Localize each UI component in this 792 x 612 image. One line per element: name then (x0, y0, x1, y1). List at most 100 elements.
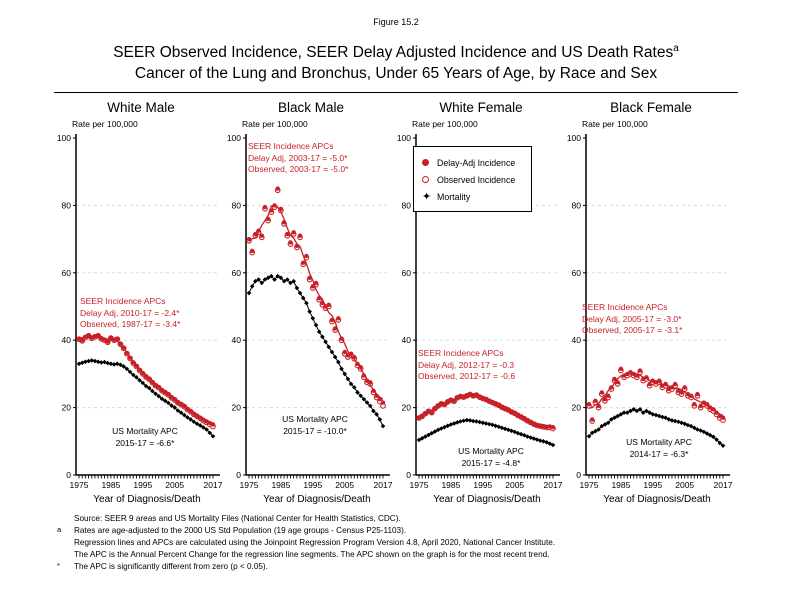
svg-text:1975: 1975 (580, 480, 599, 490)
title-divider (54, 92, 738, 94)
y-axis-title: Rate per 100,000 (412, 119, 478, 130)
svg-text:100: 100 (397, 133, 411, 143)
plot-area: 0 20 40 60 80 100 1975 1985 1995 2005 2017 Delay-A… (396, 130, 566, 494)
svg-text:100: 100 (57, 133, 71, 143)
svg-text:2017: 2017 (544, 480, 563, 490)
chart-panels: White Male Rate per 100,000 0 20 40 60 80 100… (56, 100, 792, 505)
svg-text:60: 60 (402, 268, 412, 278)
legend-label: Delay-Adj Incidence (437, 157, 516, 168)
svg-text:1975: 1975 (240, 480, 259, 490)
svg-text:20: 20 (572, 403, 582, 413)
panel-title: Black Male (277, 100, 345, 116)
svg-text:2017: 2017 (714, 480, 733, 490)
svg-text:1995: 1995 (643, 480, 662, 490)
y-axis-title: Rate per 100,000 (242, 119, 308, 130)
svg-text:2005: 2005 (505, 480, 524, 490)
incidence-apc-annotation: SEER Incidence APCs Delay Adj, 2010-17 =… (80, 296, 181, 330)
x-axis-title: Year of Diagnosis/Death (263, 494, 371, 506)
svg-text:1995: 1995 (473, 480, 492, 490)
mortality-apc-annotation: US Mortality APC 2015-17 = -10.0* (282, 414, 348, 436)
delay-adj-incidence-marker-icon (422, 159, 434, 167)
svg-text:1995: 1995 (303, 480, 322, 490)
svg-text:0: 0 (66, 470, 71, 480)
title-footnote-marker: a (673, 43, 679, 54)
plot-area: 0 20 40 60 80 100 1975 1985 1995 2005 2017 SEER In… (56, 130, 226, 494)
figure-title: SEER Observed Incidence, SEER Delay Adju… (0, 38, 792, 84)
figure-number: Figure 15.2 (373, 17, 419, 27)
footnotes: Source: SEER 9 areas and US Mortality Fi… (57, 513, 792, 573)
mortality-marker-icon: ✦ (422, 190, 432, 203)
svg-text:80: 80 (572, 201, 582, 211)
chart-canvas: 0 20 40 60 80 100 1975 1985 1995 2005 2017 (227, 133, 393, 490)
panel-title: White Male (107, 100, 175, 116)
incidence-apc-annotation: SEER Incidence APCs Delay Adj, 2003-17 =… (248, 141, 349, 175)
svg-text:100: 100 (567, 133, 581, 143)
svg-text:1985: 1985 (441, 480, 460, 490)
footnote-significance: * The APC is significantly different fro… (57, 561, 268, 572)
svg-text:1975: 1975 (410, 480, 429, 490)
legend-item-mortality: ✦ Mortality (422, 188, 525, 205)
plot-area: 0 20 40 60 80 100 1975 1985 1995 2005 2017 SEER In… (226, 130, 396, 494)
figure-title-line2: Cancer of the Lung and Bronchus, Under 6… (134, 65, 658, 83)
svg-text:1975: 1975 (70, 480, 89, 490)
svg-text:1985: 1985 (611, 480, 630, 490)
chart-canvas: 0 20 40 60 80 100 1975 1985 1995 2005 2017 (57, 133, 223, 490)
incidence-apc-annotation: SEER Incidence APCs Delay Adj, 2012-17 =… (418, 348, 516, 382)
y-axis-title: Rate per 100,000 (72, 119, 138, 130)
legend: Delay-Adj Incidence Observed Incidence ✦… (413, 146, 532, 213)
svg-text:40: 40 (62, 335, 72, 345)
svg-text:1985: 1985 (101, 480, 120, 490)
y-axis-title: Rate per 100,000 (582, 119, 648, 130)
svg-text:60: 60 (232, 268, 242, 278)
svg-text:60: 60 (572, 268, 582, 278)
mortality-apc-annotation: US Mortality APC 2014-17 = -6.3* (626, 437, 692, 459)
svg-text:2017: 2017 (374, 480, 393, 490)
svg-text:1985: 1985 (271, 480, 290, 490)
svg-text:80: 80 (402, 201, 412, 211)
svg-text:0: 0 (576, 470, 581, 480)
footnote-apc-definition: The APC is the Annual Percent Change for… (74, 550, 550, 560)
plot-area: 0 20 40 60 80 100 1975 1985 1995 2005 2017 SEER In… (566, 130, 736, 494)
svg-text:20: 20 (62, 403, 72, 413)
chart-canvas: 0 20 40 60 80 100 1975 1985 1995 2005 2017 (397, 133, 563, 490)
svg-text:2005: 2005 (675, 480, 694, 490)
panel-title: White Female (439, 100, 523, 116)
mortality-apc-annotation: US Mortality APC 2015-17 = -6.6* (112, 426, 178, 448)
incidence-apc-annotation: SEER Incidence APCs Delay Adj, 2005-17 =… (582, 302, 683, 336)
legend-item-observed: Observed Incidence (422, 171, 525, 188)
svg-text:40: 40 (232, 335, 242, 345)
panel-title: Black Female (610, 100, 692, 116)
x-axis-title: Year of Diagnosis/Death (603, 494, 711, 506)
svg-text:60: 60 (62, 268, 72, 278)
svg-text:80: 80 (62, 201, 72, 211)
legend-label: Observed Incidence (437, 174, 516, 185)
svg-text:2017: 2017 (204, 480, 223, 490)
svg-text:100: 100 (227, 133, 241, 143)
mortality-apc-annotation: US Mortality APC 2015-17 = -4.8* (458, 446, 524, 468)
svg-text:1995: 1995 (133, 480, 152, 490)
svg-text:0: 0 (236, 470, 241, 480)
svg-text:0: 0 (406, 470, 411, 480)
panel-white-male: White Male Rate per 100,000 0 20 40 60 80 100… (56, 100, 226, 505)
svg-text:2005: 2005 (335, 480, 354, 490)
x-axis-title: Year of Diagnosis/Death (433, 494, 541, 506)
svg-text:40: 40 (402, 335, 412, 345)
svg-text:20: 20 (232, 403, 242, 413)
svg-text:80: 80 (232, 201, 242, 211)
figure-title-line1: SEER Observed Incidence, SEER Delay Adju… (113, 44, 674, 62)
panel-black-male: Black Male Rate per 100,000 0 20 40 60 80 100… (226, 100, 396, 505)
observed-incidence-marker-icon (422, 176, 434, 184)
footnote-source: Source: SEER 9 areas and US Mortality Fi… (74, 514, 401, 524)
panel-white-female: White Female Rate per 100,000 0 20 40 60 80 1… (396, 100, 566, 505)
footnote-regression: Regression lines and APCs are calculated… (74, 538, 556, 548)
x-axis-title: Year of Diagnosis/Death (93, 494, 201, 506)
svg-text:40: 40 (572, 335, 582, 345)
chart-canvas: 0 20 40 60 80 100 1975 1985 1995 2005 2017 (567, 133, 733, 490)
svg-text:20: 20 (402, 403, 412, 413)
legend-label: Mortality (437, 191, 471, 202)
footnote-a: a Rates are age-adjusted to the 2000 US … (57, 525, 407, 536)
legend-item-delay-adj: Delay-Adj Incidence (422, 154, 525, 171)
svg-text:2005: 2005 (165, 480, 184, 490)
panel-black-female: Black Female Rate per 100,000 0 20 40 60 80 1… (566, 100, 736, 505)
